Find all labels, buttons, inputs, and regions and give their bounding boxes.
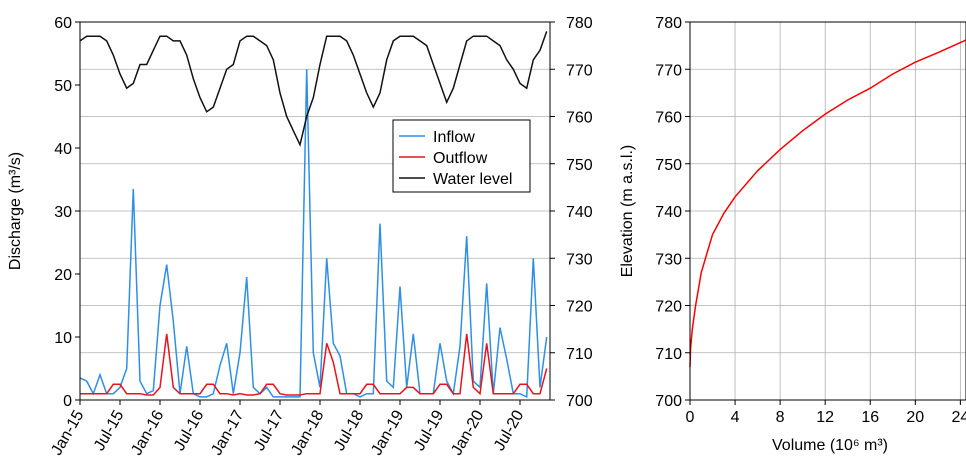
x-tick-label: 24: [951, 409, 966, 426]
legend-label: Inflow: [433, 129, 475, 146]
y-tick-label: 10: [54, 330, 72, 347]
x-tick-label: Jan-18: [288, 407, 327, 458]
y-tick-label: 730: [655, 251, 682, 268]
y-tick-label: 40: [54, 141, 72, 158]
x-tick-label: 4: [731, 409, 740, 426]
y-tick-label: 780: [655, 15, 682, 32]
y2-tick-label: 730: [566, 251, 593, 268]
x-tick-label: Jul-18: [331, 407, 368, 453]
x-tick-label: Jul-19: [411, 407, 448, 453]
y-tick-label: 20: [54, 267, 72, 284]
y2-tick-label: 710: [566, 346, 593, 363]
x-tick-label: 12: [816, 409, 834, 426]
y2-tick-label: 760: [566, 110, 593, 127]
x-tick-label: 8: [776, 409, 785, 426]
y2-tick-label: 780: [566, 15, 593, 32]
y-tick-label: 30: [54, 204, 72, 221]
x-tick-label: Jul-16: [171, 407, 208, 453]
y2-tick-label: 740: [566, 204, 593, 221]
y-tick-label: 50: [54, 78, 72, 95]
x-tick-label: Jul-17: [251, 407, 288, 453]
legend-label: Water level: [433, 171, 512, 188]
y-axis-label: Discharge (m³/s): [7, 152, 24, 270]
plot-frame: [79, 21, 551, 401]
x-tick-label: 20: [906, 409, 924, 426]
legend-box: [392, 119, 531, 193]
y-tick-label: 750: [655, 157, 682, 174]
y-tick-label: 740: [655, 204, 682, 221]
x-tick-label: Jan-16: [128, 407, 167, 458]
y-tick-label: 760: [655, 110, 682, 127]
x-tick-label: Jul-15: [91, 407, 128, 453]
legend-label: Outflow: [433, 150, 488, 167]
y-tick-label: 0: [63, 393, 72, 410]
x-tick-label: Jan-15: [48, 407, 87, 458]
x-tick-label: Jan-17: [208, 407, 247, 458]
y2-tick-label: 700: [566, 393, 593, 410]
x-tick-label: 16: [861, 409, 879, 426]
y2-tick-label: 720: [566, 299, 593, 316]
x-axis-label: Volume (10⁶ m³): [772, 437, 888, 454]
y-tick-label: 710: [655, 346, 682, 363]
series-line: [79, 31, 548, 148]
y2-tick-label: 750: [566, 157, 593, 174]
series-line: [79, 69, 548, 399]
x-tick-label: Jul-20: [491, 407, 528, 453]
y-tick-label: 770: [655, 62, 682, 79]
y-tick-label: 60: [54, 15, 72, 32]
y-tick-label: 700: [655, 393, 682, 410]
y-tick-label: 720: [655, 299, 682, 316]
x-tick-label: Jan-20: [448, 407, 487, 458]
series-line: [80, 333, 548, 396]
y-axis-label: Elevation (m a.s.l.): [619, 145, 636, 277]
plot-frame: [689, 21, 966, 401]
series-line: [689, 39, 966, 367]
x-tick-label: 0: [686, 409, 695, 426]
x-tick-label: Jan-19: [368, 407, 407, 458]
y2-tick-label: 770: [566, 62, 593, 79]
